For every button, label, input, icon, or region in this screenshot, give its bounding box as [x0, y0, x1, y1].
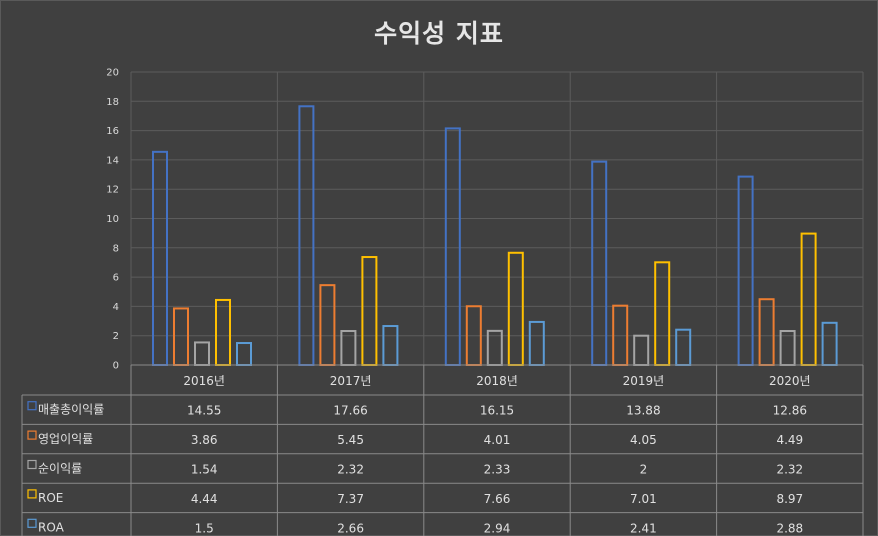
table-header-cell: 2019년: [623, 374, 665, 388]
bar-1-4: [758, 298, 775, 366]
y-tick-label: 14: [106, 155, 119, 166]
data-label: 12.86: [773, 404, 807, 418]
y-tick-label: 0: [113, 361, 119, 372]
data-label: 1.54: [191, 463, 218, 477]
series-label: 순이익률: [38, 462, 82, 476]
bar-3-2: [507, 251, 524, 367]
table-header-cell: 2018년: [476, 374, 518, 388]
y-tick-label: 16: [106, 126, 119, 137]
y-tick-label: 12: [106, 185, 119, 196]
y-tick-label: 4: [113, 302, 119, 313]
data-label: 8.97: [776, 492, 803, 506]
data-label: 4.49: [776, 433, 803, 447]
y-tick-label: 18: [106, 97, 119, 108]
bar-2-3: [633, 334, 650, 367]
bar-0-4: [737, 175, 754, 366]
series-label: ROE: [38, 491, 63, 505]
legend-key-4: [27, 518, 37, 528]
bar-4-4: [821, 321, 838, 367]
bar-1-0: [173, 307, 189, 366]
data-label: 17.66: [333, 404, 367, 418]
series-label: 영업이익률: [38, 432, 93, 446]
y-tick-label: 6: [113, 273, 119, 284]
chart-title: 수익성 지표: [374, 19, 504, 48]
bar-0-0: [152, 150, 168, 366]
data-label: 1.5: [195, 521, 214, 535]
legend-key-0: [27, 401, 37, 411]
table-header-cell: 2020년: [769, 374, 811, 388]
bar-4-1: [382, 325, 399, 367]
series-label: 매출총이익률: [38, 403, 104, 417]
y-tick-label: 2: [113, 331, 119, 342]
legend-key-1: [27, 430, 37, 440]
bar-0-3: [591, 160, 608, 366]
bar-0-2: [444, 127, 461, 366]
data-label: 3.86: [191, 433, 218, 447]
data-label: 2.32: [337, 463, 364, 477]
data-label: 2.66: [337, 521, 364, 535]
data-label: 4.05: [630, 433, 657, 447]
data-label: 2.88: [776, 521, 803, 535]
data-label: 4.44: [191, 492, 218, 506]
y-tick-label: 20: [106, 68, 119, 79]
bar-4-0: [236, 342, 252, 366]
data-label: 2.33: [484, 463, 511, 477]
data-label: 4.01: [484, 433, 511, 447]
bar-1-1: [319, 284, 336, 366]
bar-3-4: [800, 232, 817, 366]
data-label: 2.32: [776, 463, 803, 477]
data-label: 16.15: [480, 404, 514, 418]
bar-0-1: [298, 105, 315, 366]
bar-2-0: [194, 341, 210, 366]
data-label: 5.45: [337, 433, 364, 447]
bar-3-3: [654, 261, 671, 366]
table-header-cell: 2017년: [330, 374, 372, 388]
data-label: 7.66: [484, 492, 511, 506]
data-label: 7.01: [630, 492, 657, 506]
y-tick-label: 8: [113, 243, 119, 254]
legend-key-3: [27, 489, 37, 499]
y-tick-label: 10: [106, 214, 119, 225]
bar-4-3: [675, 328, 692, 367]
data-label: 2.94: [484, 521, 511, 535]
data-label: 2: [640, 463, 648, 477]
legend-key-2: [27, 459, 37, 470]
bar-4-2: [528, 320, 545, 366]
table-header-cell: 2016년: [183, 374, 225, 388]
series-label: ROA: [38, 520, 65, 534]
bar-3-1: [361, 256, 378, 367]
bar-3-0: [215, 298, 231, 367]
data-label: 2.41: [630, 521, 657, 535]
data-label: 7.37: [337, 492, 364, 506]
data-label: 13.88: [626, 404, 660, 418]
data-label: 14.55: [187, 404, 221, 418]
